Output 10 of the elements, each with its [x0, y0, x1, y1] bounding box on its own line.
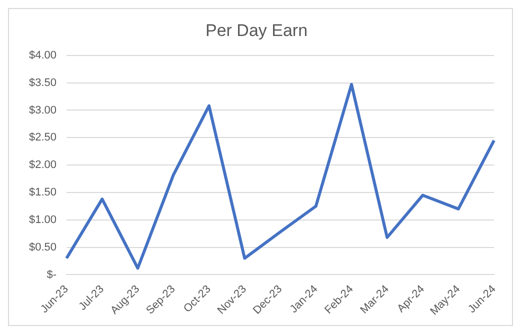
- chart-title: Per Day Earn: [205, 20, 308, 40]
- y-tick-label: $0.50: [28, 241, 57, 254]
- y-tick-label: $-: [46, 268, 57, 281]
- y-tick-label: $1.00: [28, 214, 57, 226]
- y-tick-label: $2.00: [28, 159, 57, 172]
- y-tick-label: $2.50: [28, 132, 57, 144]
- y-tick-label: $3.50: [28, 76, 57, 89]
- y-tick-label: $4.00: [28, 49, 57, 62]
- y-tick-label: $3.00: [28, 104, 57, 116]
- y-tick-label: $1.50: [28, 186, 57, 199]
